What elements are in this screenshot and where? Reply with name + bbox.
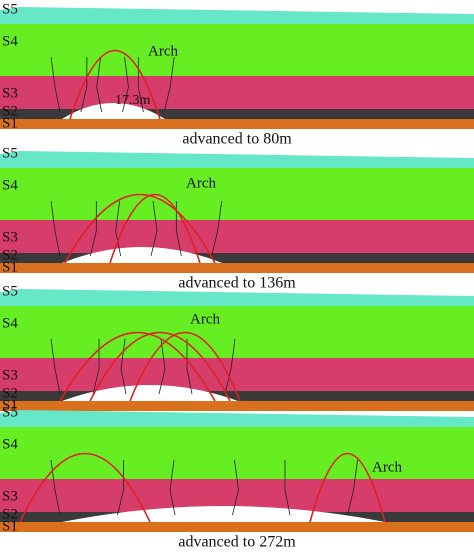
layer-s2	[0, 109, 474, 119]
layer-s5	[0, 289, 474, 306]
caption: advanced to 80m	[182, 131, 292, 148]
layer-label: S5	[2, 145, 18, 161]
arch-curve	[69, 50, 161, 120]
layer-label: S2	[2, 385, 18, 401]
arch-curve	[19, 452, 151, 523]
layer-label: S3	[2, 229, 18, 245]
layer-s4	[0, 24, 474, 76]
layer-label: S4	[2, 33, 18, 49]
arch-curve	[309, 453, 386, 523]
layer-s3	[0, 358, 474, 391]
arch-curve	[64, 193, 216, 264]
crack	[347, 459, 358, 516]
crack	[186, 339, 193, 395]
crack	[137, 57, 144, 113]
arch-label: Arch	[148, 43, 178, 59]
arch-curve	[89, 331, 231, 402]
crack	[115, 200, 122, 257]
layer-s4	[0, 168, 474, 220]
layer-label: S4	[2, 315, 18, 331]
layer-label: S3	[2, 85, 18, 101]
layer-label: S3	[2, 488, 18, 504]
layer-label: S1	[2, 259, 18, 275]
layer-s4	[0, 427, 474, 479]
layer-s5	[0, 7, 474, 24]
layer-s2	[0, 253, 474, 263]
layer-s5	[0, 410, 474, 427]
layer-s1	[0, 263, 474, 273]
crack	[120, 338, 127, 395]
arch-label: Arch	[190, 311, 220, 327]
layer-s3	[0, 220, 474, 253]
layer-label: S1	[2, 518, 18, 534]
layer-label: S4	[2, 436, 18, 452]
goaf	[62, 506, 385, 522]
crack	[50, 56, 61, 113]
goaf	[62, 103, 165, 119]
layer-label: S2	[2, 247, 18, 263]
layer-s3	[0, 76, 474, 109]
crack	[122, 56, 129, 113]
arch-curve	[109, 194, 201, 264]
crack	[50, 200, 61, 257]
crack	[117, 460, 124, 516]
layer-label: S3	[2, 367, 18, 383]
layer-s4	[0, 306, 474, 358]
crack	[163, 56, 175, 113]
caption: advanced to 272m	[178, 534, 296, 551]
crack	[89, 201, 97, 257]
layer-label: S2	[2, 506, 18, 522]
layer-label: S5	[2, 404, 18, 420]
arch-curve	[59, 331, 216, 402]
layer-s2	[0, 391, 474, 401]
crack	[50, 338, 61, 395]
crack	[96, 56, 103, 113]
layer-s1	[0, 401, 474, 411]
layer-s1	[0, 522, 474, 532]
goaf	[62, 247, 222, 263]
arch-label: Arch	[372, 459, 402, 475]
layer-label: S2	[2, 103, 18, 119]
layer-label: S5	[2, 1, 18, 17]
crack	[150, 200, 158, 257]
crack	[80, 57, 88, 113]
arch-curve	[129, 331, 241, 402]
crack	[232, 459, 239, 516]
layer-label: S1	[2, 397, 18, 413]
arch-label: Arch	[186, 175, 216, 191]
crack	[169, 459, 176, 516]
caption: advanced to 136m	[178, 275, 296, 292]
layer-label: S5	[2, 283, 18, 299]
span-annotation: 17.3m	[115, 93, 151, 108]
layer-s1	[0, 119, 474, 129]
layer-label: S4	[2, 177, 18, 193]
goaf	[62, 385, 238, 401]
crack	[158, 338, 166, 395]
crack	[284, 460, 291, 516]
layer-s5	[0, 151, 474, 168]
crack	[224, 338, 236, 395]
layer-label: S1	[2, 115, 18, 131]
crack	[211, 200, 223, 257]
